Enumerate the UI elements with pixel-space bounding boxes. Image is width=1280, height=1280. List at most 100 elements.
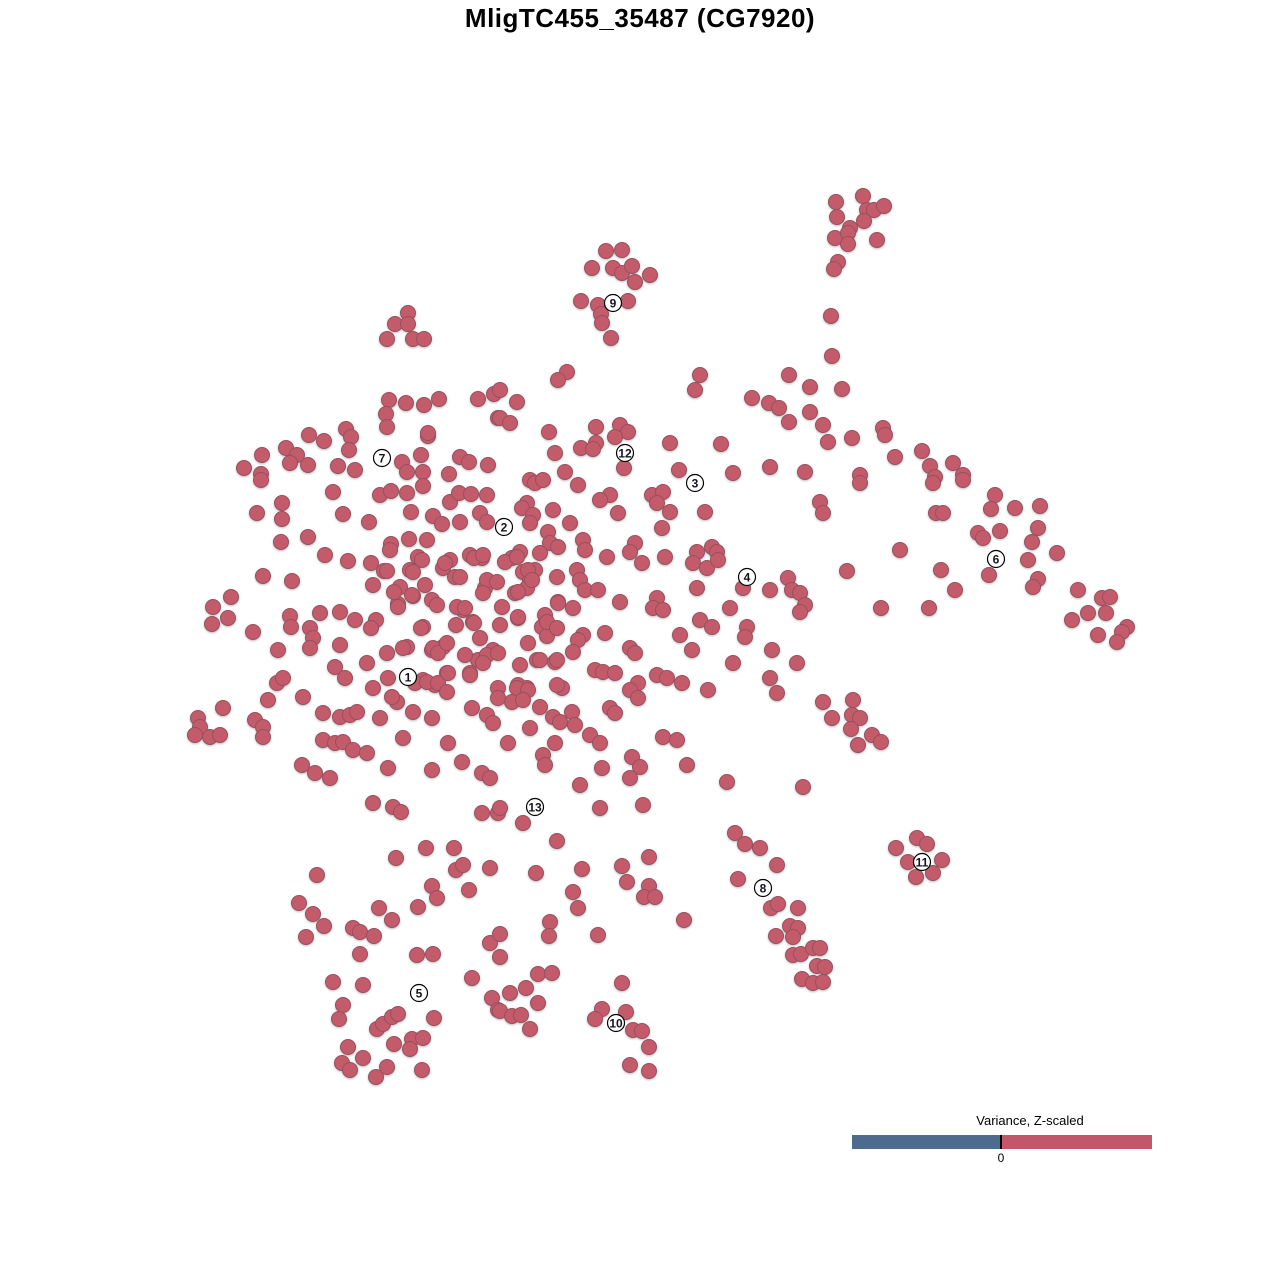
data-point: [532, 699, 548, 715]
data-point: [395, 730, 411, 746]
data-point: [492, 800, 508, 816]
data-point: [592, 735, 608, 751]
data-point: [383, 483, 399, 499]
data-point: [315, 705, 331, 721]
data-point: [405, 564, 421, 580]
data-point: [414, 552, 430, 568]
data-point: [634, 555, 650, 571]
data-point: [461, 882, 477, 898]
data-point: [359, 745, 375, 761]
data-point: [295, 689, 311, 705]
data-point: [463, 486, 479, 502]
data-point: [671, 462, 687, 478]
data-point: [322, 770, 338, 786]
data-point: [510, 609, 526, 625]
data-point: [273, 534, 289, 550]
data-point: [405, 704, 421, 720]
data-point: [552, 714, 568, 730]
data-point: [856, 213, 872, 229]
data-point: [815, 417, 831, 433]
data-point: [676, 912, 692, 928]
data-point: [245, 624, 261, 640]
data-point: [500, 735, 516, 751]
data-point: [404, 587, 420, 603]
plot-title: MligTC455_35487 (CG7920): [464, 3, 816, 33]
data-point: [524, 572, 540, 588]
data-point: [614, 858, 630, 874]
cluster-label-text: 3: [692, 476, 699, 490]
data-point: [284, 573, 300, 589]
data-point: [869, 232, 885, 248]
data-point: [795, 779, 811, 795]
data-point: [672, 627, 688, 643]
data-point: [1007, 500, 1023, 516]
data-point: [260, 692, 276, 708]
data-point: [388, 850, 404, 866]
data-point: [975, 530, 991, 546]
data-point: [674, 675, 690, 691]
data-point: [327, 659, 343, 675]
data-point: [340, 1039, 356, 1055]
data-point: [590, 927, 606, 943]
data-point: [380, 670, 396, 686]
data-point: [789, 655, 805, 671]
data-point: [401, 531, 417, 547]
data-point: [472, 630, 488, 646]
data-point: [785, 929, 801, 945]
data-point: [363, 620, 379, 636]
data-point: [574, 861, 590, 877]
data-point: [1030, 520, 1046, 536]
data-point: [590, 582, 606, 598]
data-point: [921, 600, 937, 616]
data-point: [255, 568, 271, 584]
data-point: [649, 495, 665, 511]
data-point: [725, 465, 741, 481]
legend-gradient-positive: [1002, 1135, 1152, 1149]
data-point: [815, 694, 831, 710]
data-point: [309, 867, 325, 883]
data-point: [522, 720, 538, 736]
data-point: [337, 670, 353, 686]
data-point: [584, 260, 600, 276]
data-point: [710, 552, 726, 568]
data-point: [439, 635, 455, 651]
data-point: [316, 918, 332, 934]
data-point: [399, 464, 415, 480]
data-point: [685, 555, 701, 571]
data-point: [530, 995, 546, 1011]
data-point: [594, 760, 610, 776]
data-point: [494, 599, 510, 615]
data-point: [446, 840, 462, 856]
data-point: [379, 563, 395, 579]
data-point: [815, 974, 831, 990]
data-point: [567, 717, 583, 733]
cluster-label-circle: [753, 878, 773, 898]
data-point: [382, 542, 398, 558]
data-point: [462, 667, 478, 683]
data-point: [925, 865, 941, 881]
data-point: [781, 414, 797, 430]
data-point: [340, 553, 356, 569]
data-point: [249, 505, 265, 521]
data-point: [607, 665, 623, 681]
data-point: [614, 975, 630, 991]
cluster-label-text: 12: [618, 446, 632, 460]
data-point: [379, 331, 395, 347]
data-point: [697, 504, 713, 520]
data-point: [829, 209, 845, 225]
data-point: [440, 735, 456, 751]
data-point: [518, 980, 534, 996]
data-point: [549, 652, 565, 668]
data-point: [737, 629, 753, 645]
data-point: [475, 547, 491, 563]
cluster-label-circle: [912, 852, 932, 872]
data-point: [545, 502, 561, 518]
data-point: [844, 430, 860, 446]
data-point: [528, 865, 544, 881]
legend-title: Variance, Z-scaled: [976, 1113, 1084, 1128]
data-point: [482, 770, 498, 786]
data-point: [1032, 498, 1048, 514]
data-point: [730, 871, 746, 887]
data-point: [330, 458, 346, 474]
data-point: [316, 433, 332, 449]
